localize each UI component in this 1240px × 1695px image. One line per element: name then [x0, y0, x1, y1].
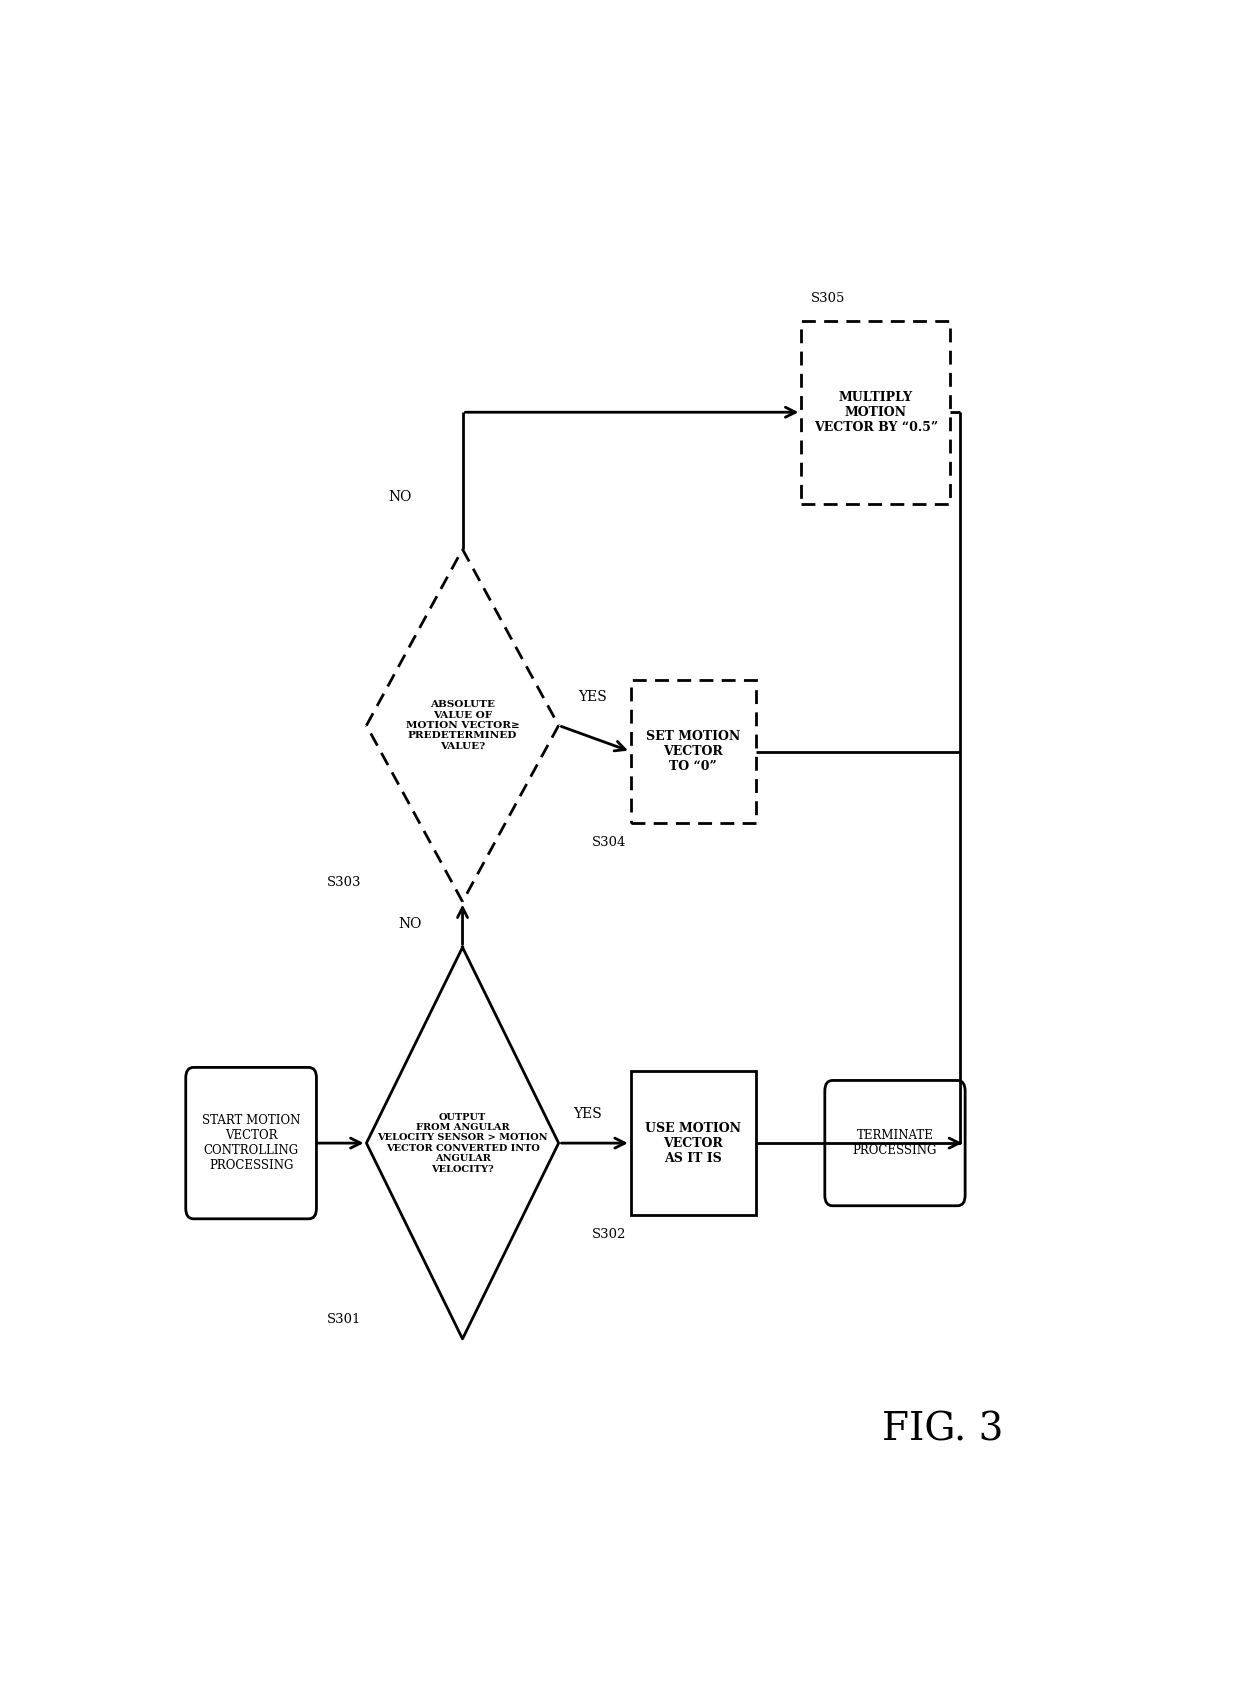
Text: NO: NO [398, 917, 422, 932]
Text: YES: YES [578, 690, 606, 703]
Text: S302: S302 [591, 1227, 626, 1241]
Text: MULTIPLY
MOTION
VECTOR BY “0.5”: MULTIPLY MOTION VECTOR BY “0.5” [813, 392, 937, 434]
Text: YES: YES [573, 1107, 601, 1122]
Text: ABSOLUTE
VALUE OF
MOTION VECTOR≥
PREDETERMINED
VALUE?: ABSOLUTE VALUE OF MOTION VECTOR≥ PREDETE… [405, 700, 520, 751]
Text: S305: S305 [811, 292, 846, 305]
Text: SET MOTION
VECTOR
TO “0”: SET MOTION VECTOR TO “0” [646, 731, 740, 773]
Text: S301: S301 [327, 1314, 362, 1325]
Text: NO: NO [388, 490, 412, 503]
Bar [631, 680, 755, 824]
Text: OUTPUT
FROM ANGULAR
VELOCITY SENSOR > MOTION
VECTOR CONVERTED INTO
ANGULAR
VELOC: OUTPUT FROM ANGULAR VELOCITY SENSOR > MO… [377, 1112, 548, 1173]
Text: USE MOTION
VECTOR
AS IT IS: USE MOTION VECTOR AS IT IS [645, 1122, 742, 1164]
Text: TERMINATE
PROCESSING: TERMINATE PROCESSING [853, 1129, 937, 1158]
Bar [631, 1071, 755, 1215]
Text: FIG. 3: FIG. 3 [883, 1412, 1003, 1449]
Text: START MOTION
VECTOR
CONTROLLING
PROCESSING: START MOTION VECTOR CONTROLLING PROCESSI… [202, 1114, 300, 1173]
FancyBboxPatch shape [825, 1080, 965, 1205]
Bar [801, 320, 950, 503]
Text: S303: S303 [327, 876, 362, 888]
Text: S304: S304 [591, 836, 626, 849]
FancyBboxPatch shape [186, 1068, 316, 1219]
